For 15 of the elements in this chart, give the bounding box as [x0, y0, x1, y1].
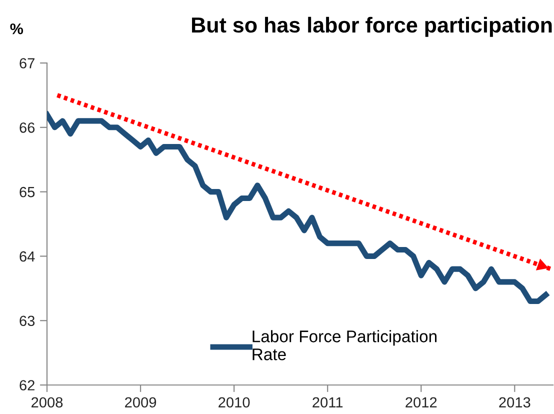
y-tick-label: 67	[20, 58, 34, 68]
x-tick-label: 2008	[32, 397, 63, 408]
chart-title: But so has labor force participation	[192, 16, 552, 37]
x-tick-label: 2009	[125, 397, 156, 408]
y-axis-title: %	[10, 23, 24, 34]
y-tick-label: 62	[20, 380, 34, 390]
x-tick-label: 2010	[218, 397, 250, 408]
y-tick-label: 66	[20, 122, 35, 133]
x-tick-label: 2012	[406, 397, 437, 408]
y-tick-label: 65	[20, 186, 35, 198]
legend-label: Labor Force Participation Rate	[252, 330, 436, 360]
x-tick-label: 2013	[499, 397, 530, 408]
x-tick-label: 2011	[312, 397, 343, 408]
y-tick-label: 63	[20, 316, 35, 326]
y-tick-label: 64	[20, 251, 35, 262]
